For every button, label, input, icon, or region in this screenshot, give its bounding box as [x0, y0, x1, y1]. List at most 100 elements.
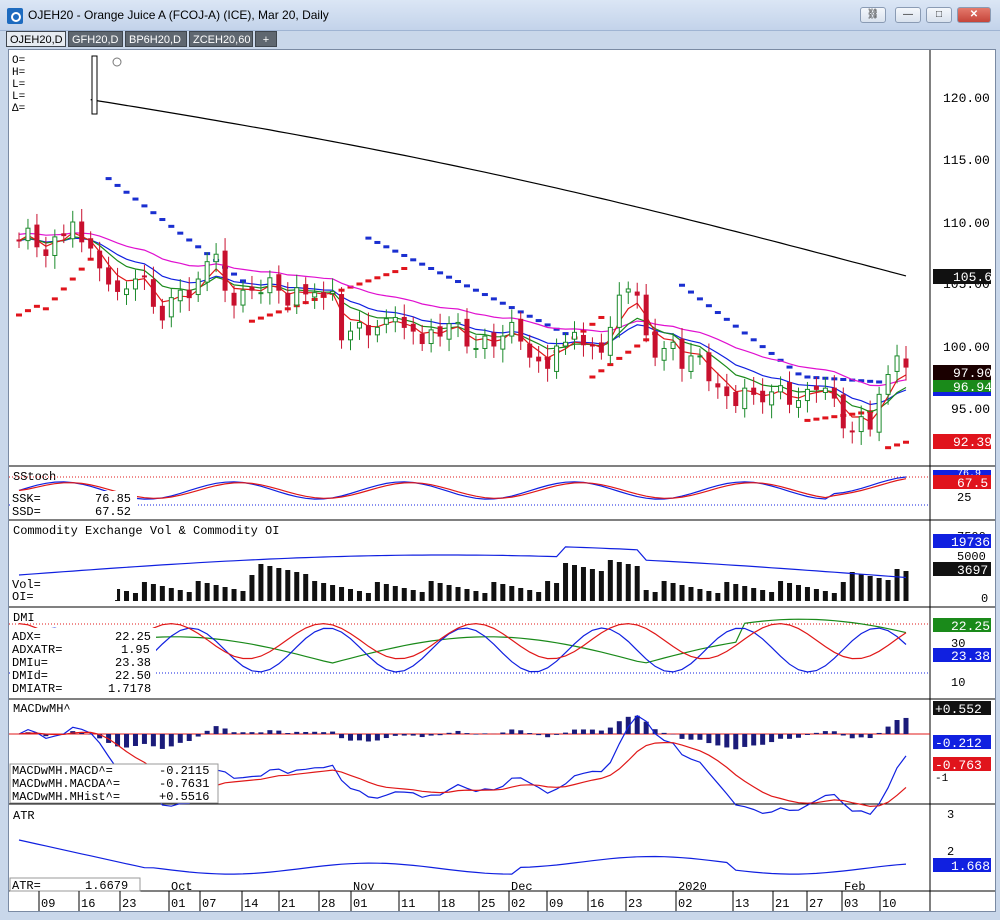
volume-bar	[589, 569, 595, 601]
candle	[849, 421, 855, 444]
volume-bar	[598, 571, 604, 601]
date-label: 27	[809, 897, 823, 911]
volume-bar	[822, 591, 828, 601]
macd-hist-bar	[679, 734, 685, 739]
volume-bar	[849, 572, 855, 601]
candle	[706, 343, 712, 392]
candle	[867, 400, 873, 437]
date-label: 16	[590, 897, 604, 911]
volume-pane: Commodity Exchange Vol & Commodity OI Vo…	[10, 524, 991, 606]
candle	[16, 232, 22, 249]
psar-dot	[822, 416, 829, 420]
candle	[43, 236, 49, 268]
volume-bar	[527, 590, 533, 601]
chart-area[interactable]: O= H= L= L= Δ= 120.00 115.00 110.00 105.…	[8, 49, 996, 912]
cursor-bar-marker[interactable]	[91, 55, 98, 115]
ohlc-low: L=	[12, 79, 25, 91]
app-icon	[7, 8, 23, 24]
psar-dot	[903, 440, 909, 444]
candle	[500, 324, 506, 363]
tab-gfh20[interactable]: GFH20,D	[68, 31, 123, 47]
macd-hist-bar	[867, 734, 873, 739]
dmiu-label: DMIu=	[12, 656, 48, 670]
maximize-button[interactable]: □	[926, 7, 952, 23]
psar-dot	[159, 218, 166, 222]
psar-dot	[105, 177, 112, 181]
volume-bar	[195, 581, 201, 601]
macd-hist-bar	[616, 721, 622, 734]
macd-label: MACDwMH.MACD^=	[12, 764, 113, 778]
psar-dot	[150, 211, 157, 215]
psar-dot	[598, 369, 605, 373]
macd-hist-bar	[625, 716, 631, 734]
options-icon[interactable]	[112, 57, 122, 67]
psar-dot	[123, 190, 130, 194]
date-label: 01	[353, 897, 367, 911]
dmid-value: 22.50	[115, 669, 151, 683]
candle	[545, 344, 551, 382]
candle	[536, 346, 542, 373]
date-label: 18	[441, 897, 455, 911]
psar-dot	[16, 313, 22, 317]
candle	[258, 279, 264, 304]
macd-hist-bar	[231, 732, 237, 734]
volume-bar	[410, 590, 416, 601]
psar-dot	[634, 344, 641, 348]
open-interest-line	[18, 546, 907, 579]
month-label: 2020	[678, 880, 707, 894]
macd-hist-bar	[742, 734, 748, 747]
add-tab-button[interactable]: +	[255, 31, 277, 47]
macd-hist-bar	[339, 734, 345, 739]
tab-zceh20[interactable]: ZCEH20,60	[189, 31, 253, 47]
volume-bar	[778, 581, 784, 601]
psar-dot	[365, 236, 372, 240]
macda-label: MACDwMH.MACDA^=	[12, 777, 120, 791]
volume-bar	[186, 592, 192, 601]
sstoch-title: SStoch	[13, 470, 56, 484]
minimize-button[interactable]: —	[895, 7, 921, 23]
macd-hist-bar	[410, 734, 416, 736]
tab-bp6h20[interactable]: BP6H20,D	[125, 31, 187, 47]
volume-bar	[652, 592, 658, 601]
macd-hist-bar	[876, 732, 882, 734]
psar-dot	[508, 306, 515, 310]
close-button[interactable]: ✕	[957, 7, 991, 23]
chart-canvas[interactable]: O= H= L= L= Δ= 120.00 115.00 110.00 105.…	[9, 50, 995, 911]
candle	[464, 308, 470, 354]
candle	[563, 332, 569, 355]
candle	[804, 381, 810, 413]
atr-title: ATR	[13, 809, 35, 823]
atr-label: ATR=	[12, 879, 41, 893]
psar-dot	[687, 290, 694, 294]
macd-line	[18, 714, 907, 816]
psar-dot	[33, 304, 40, 308]
sstoch-d-line	[18, 478, 907, 499]
title-bar[interactable]: OJEH20 - Orange Juice A (FCOJ-A) (ICE), …	[0, 0, 1000, 31]
volume-bar	[607, 560, 613, 601]
candle	[365, 312, 371, 349]
macd-hist-bar	[79, 732, 85, 734]
volume-bar	[321, 583, 327, 601]
psar-dot	[849, 412, 856, 416]
tab-ojeh20[interactable]: OJEH20,D	[6, 31, 66, 47]
volume-bar	[795, 585, 801, 601]
price-tick: 110.00	[943, 216, 990, 231]
volume-bars	[115, 560, 909, 601]
ohlc-close: L=	[12, 91, 25, 103]
psar-dot	[24, 309, 31, 313]
dmi-up-line	[18, 627, 907, 673]
candle	[625, 281, 631, 304]
date-label: 21	[775, 897, 789, 911]
candle	[598, 333, 604, 360]
psar-dot	[705, 304, 712, 308]
candle	[742, 378, 748, 418]
psar-dot	[374, 240, 381, 244]
candle	[473, 335, 479, 359]
atr-pane: ATR ATR= 1.6679 3 2 1.668	[9, 808, 991, 893]
macd-hist-bar	[715, 734, 721, 746]
link-icon[interactable]: ⛓	[860, 7, 886, 23]
macd-hist-bar	[43, 734, 49, 737]
psar-dot	[257, 316, 264, 320]
macd-hist-bar	[168, 734, 174, 747]
volume-bar	[670, 583, 676, 601]
